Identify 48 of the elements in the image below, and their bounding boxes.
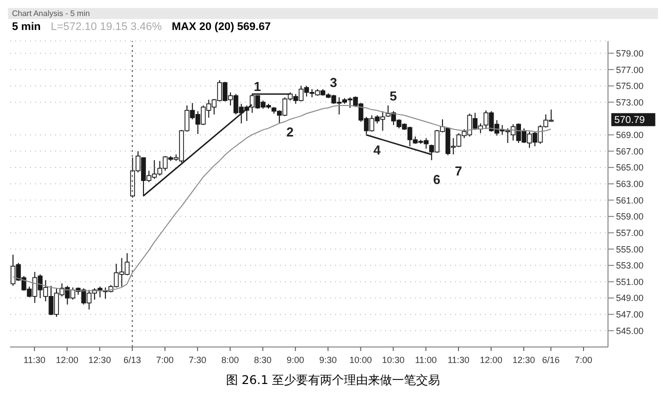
caption: 图 26.1 至少要有两个理由来做一笔交易 [224, 372, 442, 389]
y-tick-label: 573.00 [616, 97, 644, 108]
y-tick-label: 569.00 [616, 130, 644, 140]
y-tick-label: 577.00 [616, 64, 644, 75]
annotation: 4 [373, 142, 382, 158]
y-tick-label: 551.00 [616, 276, 644, 287]
y-tick-label: 547.00 [616, 310, 644, 320]
annotation: 7 [454, 164, 462, 179]
chart-title: 5 min [12, 21, 41, 33]
x-tick-label: 12:30 [88, 355, 111, 365]
x-tick-label: 8:30 [254, 355, 272, 365]
annotation: 3 [330, 74, 338, 90]
y-tick-label: 549.00 [616, 293, 644, 304]
x-tick-label: 7:30 [188, 355, 206, 365]
x-tick-label: 11:00 [414, 355, 437, 365]
y-tick-label: 579.00 [616, 48, 644, 58]
y-tick-label: 557.00 [616, 228, 644, 238]
x-tick-label: 7:00 [156, 355, 174, 365]
y-tick-label: 565.00 [616, 162, 644, 173]
chart-subtitle: L=572.10 19.15 3.46% [50, 21, 162, 33]
x-tick-label: 10:30 [382, 355, 405, 365]
x-tick-label: 6/13 [124, 355, 142, 365]
y-tick-label: 545.00 [616, 326, 644, 336]
x-tick-label: 12:00 [56, 355, 78, 365]
y-tick-label: 555.00 [616, 244, 644, 254]
y-tick-label: 567.00 [616, 146, 644, 156]
x-tick-label: 11:30 [448, 355, 470, 365]
x-tick-label: 10:00 [349, 355, 372, 365]
y-tick-label: 563.00 [616, 178, 644, 189]
x-tick-label: 7:00 [574, 355, 592, 365]
annotation: 2 [286, 124, 294, 140]
y-tick-label: 575.00 [616, 81, 644, 92]
text: 570.79 [614, 115, 646, 126]
annotation: 1 [254, 78, 261, 94]
text: Chart Analysis - 5 min [8, 8, 658, 19]
x-tick-label: 6/16 [542, 355, 560, 365]
text: MAX 20 (20) 569.67 [172, 21, 271, 33]
x-tick-label: 12:00 [480, 355, 502, 365]
y-tick-label: 559.00 [616, 212, 644, 222]
x-tick-label: 9:30 [319, 355, 337, 365]
y-tick-label: 561.00 [616, 195, 644, 206]
annotation: 5 [390, 88, 397, 104]
x-tick-label: 11:30 [24, 355, 46, 365]
x-tick-label: 8:00 [221, 355, 239, 365]
annotation: 6 [433, 172, 440, 187]
y-tick-label: 553.00 [616, 260, 644, 271]
x-tick-label: 12:30 [512, 355, 535, 365]
x-tick-label: 9:00 [286, 355, 304, 365]
